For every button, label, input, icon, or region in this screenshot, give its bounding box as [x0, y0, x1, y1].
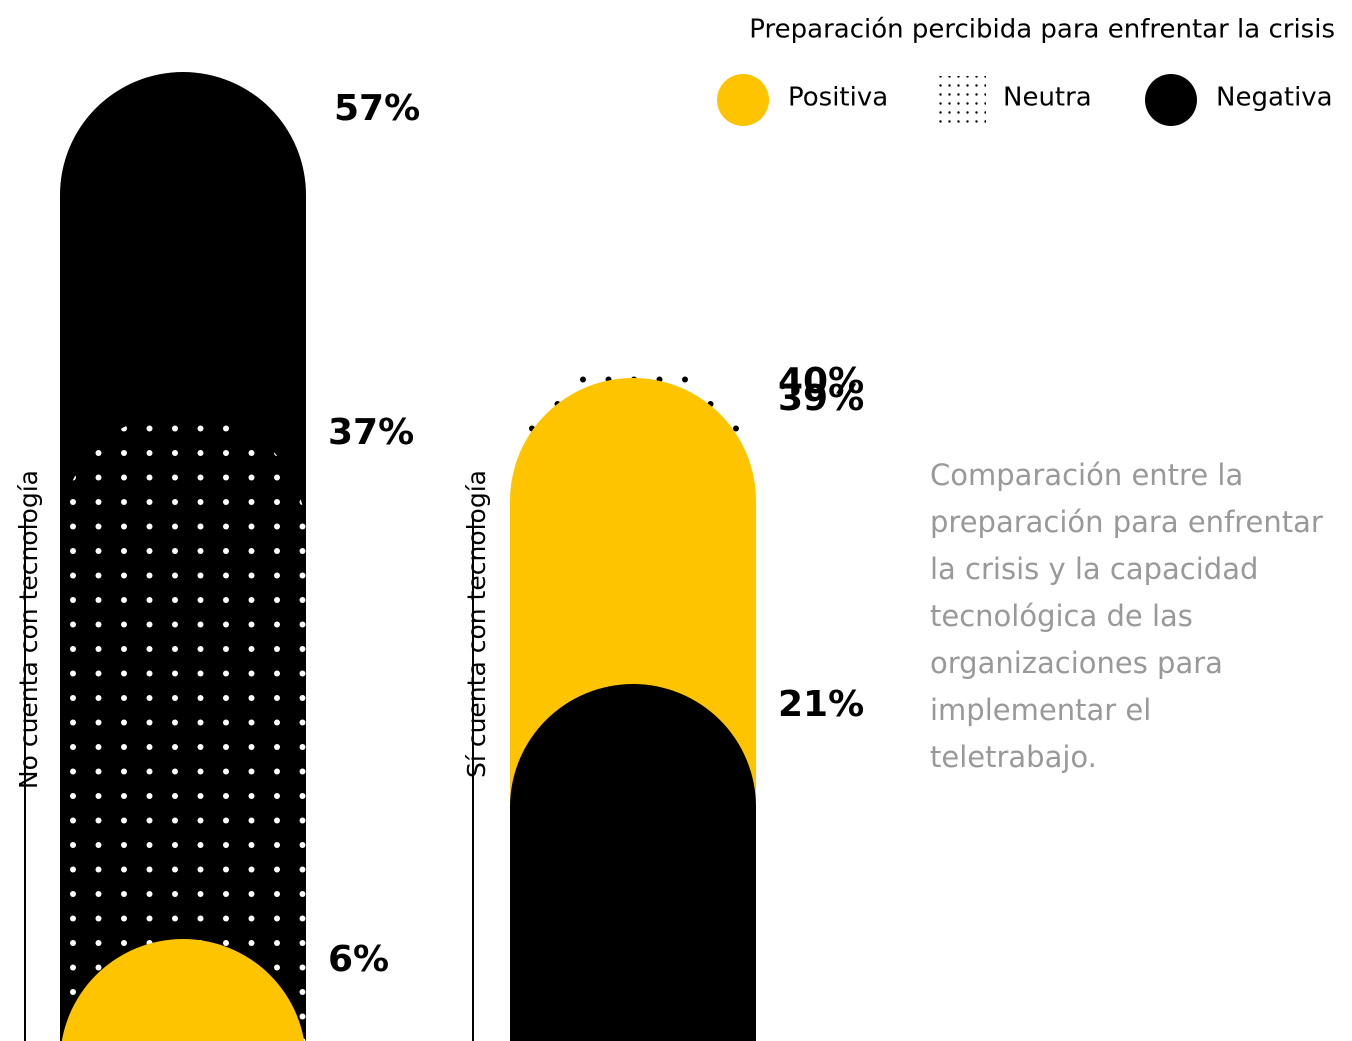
- legend-swatch: [717, 74, 769, 126]
- value-label: 37%: [328, 412, 414, 453]
- category-label: No cuenta con tecnología: [14, 470, 43, 789]
- value-label: 39%: [778, 378, 864, 419]
- capsule: [510, 684, 756, 1041]
- value-label: 57%: [334, 88, 420, 129]
- legend-label: Neutra: [1003, 83, 1092, 113]
- category-label: Sí cuenta con tecnología: [462, 470, 491, 778]
- legend-label: Positiva: [788, 83, 888, 113]
- legend-title: Preparación percibida para enfrentar la …: [749, 15, 1335, 45]
- legend-swatch: [1145, 74, 1197, 126]
- value-label: 40%: [778, 361, 864, 402]
- legend-swatch: [938, 76, 986, 126]
- capsule: [61, 939, 305, 1041]
- value-label: 6%: [328, 939, 389, 980]
- note: Comparación entre la preparación para en…: [930, 458, 1323, 774]
- value-label: 21%: [778, 684, 864, 725]
- capsule: [60, 412, 306, 1041]
- legend-label: Negativa: [1216, 83, 1333, 113]
